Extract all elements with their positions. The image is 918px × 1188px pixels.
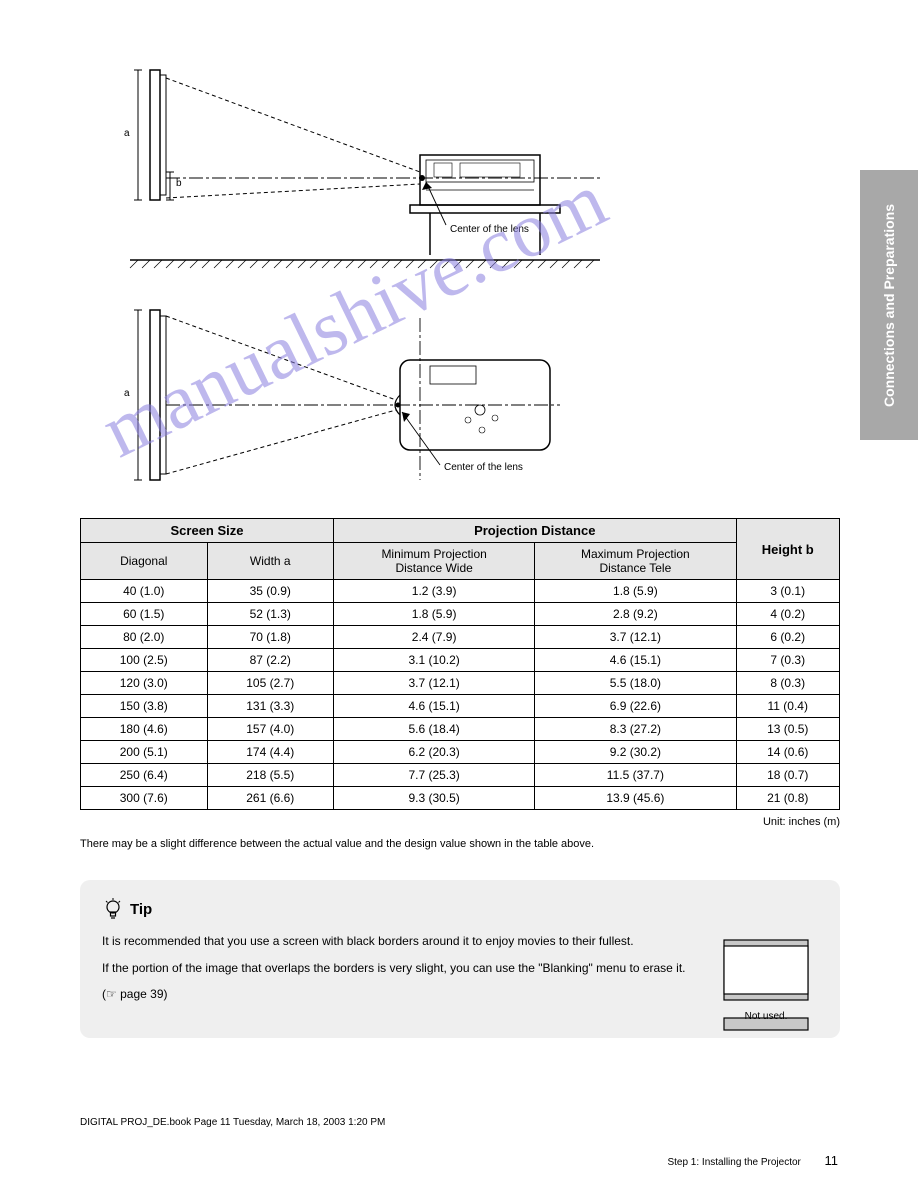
table-row: 300 (7.6)261 (6.6)9.3 (30.5)13.9 (45.6)2… — [81, 787, 840, 810]
tip-p1: It is recommended that you use a screen … — [102, 932, 818, 951]
tip-box: Tip It is recommended that you use a scr… — [80, 880, 840, 1038]
page-content: a b Center of the lens a Center of the l… — [80, 60, 840, 1038]
side-center-label: Center of the lens — [450, 224, 529, 235]
tip-heading-text: Tip — [130, 901, 152, 918]
th-screen-size: Screen Size — [81, 519, 334, 543]
table-row: 120 (3.0)105 (2.7)3.7 (12.1)5.5 (18.0)8 … — [81, 672, 840, 695]
lightbulb-icon — [102, 898, 124, 920]
not-used-diagram: Not used. — [720, 936, 812, 1036]
tip-heading: Tip — [102, 898, 818, 920]
table-row: 200 (5.1)174 (4.4)6.2 (20.3)9.2 (30.2)14… — [81, 741, 840, 764]
th-height-b: Height b — [736, 519, 840, 580]
th-width-a: Width a — [207, 543, 334, 580]
projection-diagrams: a b Center of the lens a Center of the l… — [120, 60, 620, 500]
pointer-icon: ☞ — [106, 987, 117, 1001]
table-row: 80 (2.0)70 (1.8)2.4 (7.9)3.7 (12.1)6 (0.… — [81, 626, 840, 649]
table-row: 150 (3.8)131 (3.3)4.6 (15.1)6.9 (22.6)11… — [81, 695, 840, 718]
tip-p2: If the portion of the image that overlap… — [102, 959, 818, 978]
table-row: 180 (4.6)157 (4.0)5.6 (18.4)8.3 (27.2)13… — [81, 718, 840, 741]
th-max-distance: Maximum Projection Distance Tele — [535, 543, 736, 580]
table-row: 100 (2.5)87 (2.2)3.1 (10.2)4.6 (15.1)7 (… — [81, 649, 840, 672]
sidebar-tab: Connections and Preparations — [860, 170, 918, 440]
page-footer-label: Step 1: Installing the Projector — [667, 1157, 800, 1168]
spec-table-body: 40 (1.0)35 (0.9)1.2 (3.9)1.8 (5.9)3 (0.1… — [81, 580, 840, 810]
table-footnote: There may be a slight difference between… — [80, 838, 840, 850]
th-diagonal: Diagonal — [81, 543, 208, 580]
side-label-a: a — [124, 128, 130, 139]
th-projection-distance: Projection Distance — [334, 519, 737, 543]
page-number-block: Step 1: Installing the Projector 11 — [667, 1153, 838, 1168]
table-row: 250 (6.4)218 (5.5)7.7 (25.3)11.5 (37.7)1… — [81, 764, 840, 787]
page-footer-line: DIGITAL PROJ_DE.book Page 11 Tuesday, Ma… — [80, 1117, 385, 1128]
tip-body: It is recommended that you use a screen … — [102, 932, 818, 1004]
tip-p3: (☞ page 39) — [102, 985, 818, 1004]
th-min-distance: Minimum Projection Distance Wide — [334, 543, 535, 580]
side-label-b: b — [176, 178, 182, 189]
table-row: 60 (1.5)52 (1.3)1.8 (5.9)2.8 (9.2)4 (0.2… — [81, 603, 840, 626]
top-label-a: a — [124, 388, 130, 399]
projection-spec-table: Screen Size Projection Distance Height b… — [80, 518, 840, 810]
diagram-svg — [120, 60, 620, 500]
table-row: 40 (1.0)35 (0.9)1.2 (3.9)1.8 (5.9)3 (0.1… — [81, 580, 840, 603]
page-number: 11 — [825, 1153, 839, 1168]
unit-note: Unit: inches (m) — [80, 816, 840, 828]
top-center-label: Center of the lens — [444, 462, 523, 473]
